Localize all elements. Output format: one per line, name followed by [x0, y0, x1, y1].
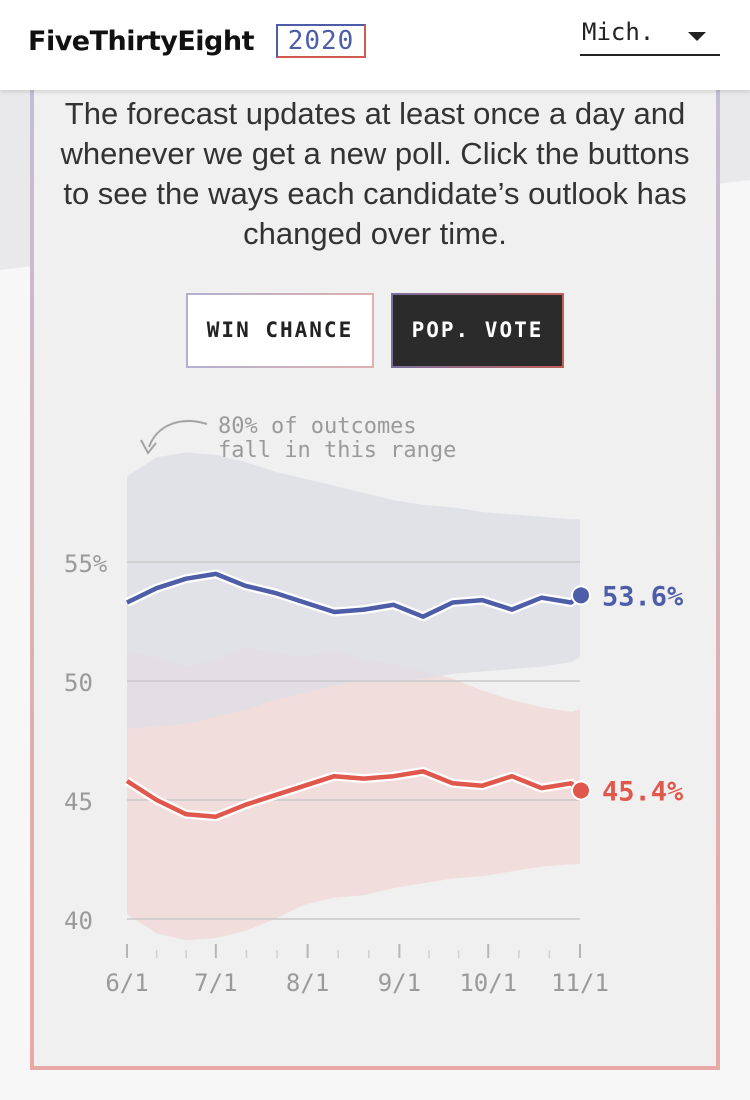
y-axis-ticks: 55% 50 45 40 — [64, 550, 108, 935]
trump-line — [125, 769, 582, 819]
trump-end-dot — [571, 780, 591, 801]
y-tick-label: 40 — [64, 907, 93, 935]
intro-text: The forecast updates at least once a day… — [60, 96, 690, 251]
y-tick-label: 45 — [64, 788, 93, 816]
x-tick-label: 6/1 — [105, 969, 148, 997]
y-tick-label: 50 — [64, 669, 93, 697]
uncertainty-bands — [127, 452, 580, 941]
biden-final-value: 53.6% — [602, 581, 684, 612]
x-tick-label: 11/1 — [551, 969, 609, 997]
annotation-line-2: fall in this range — [218, 438, 456, 463]
pop-vote-button[interactable]: POP. VOTE — [391, 293, 564, 368]
annotation-arrowhead — [140, 439, 157, 455]
y-tick-label: 55% — [64, 550, 108, 578]
year-badge: 2020 — [276, 24, 366, 58]
brand-logo[interactable]: FiveThirtyEight — [28, 26, 254, 57]
top-navigation-bar: FiveThirtyEight 2020 Mich. — [0, 0, 750, 90]
x-tick-label: 10/1 — [459, 969, 517, 997]
state-dropdown-value: Mich. — [582, 18, 655, 46]
annotation-arrow — [148, 420, 208, 448]
biden-range-band — [127, 452, 580, 729]
gridlines — [127, 561, 580, 920]
biden-line — [126, 571, 582, 619]
x-tick-label: 9/1 — [378, 969, 421, 997]
annotation-line-1: 80% of outcomes — [218, 414, 417, 439]
win-chance-button[interactable]: WIN CHANCE — [186, 293, 374, 368]
x-tick-label: 7/1 — [194, 969, 237, 997]
x-axis-ticks: 6/1 7/1 8/1 9/1 10/1 11/1 — [105, 944, 609, 997]
chevron-down-icon — [688, 32, 706, 41]
end-labels: 53.6% 45.4% — [571, 581, 684, 807]
trump-final-value: 45.4% — [602, 776, 684, 807]
x-tick-label: 8/1 — [286, 969, 329, 997]
trump-range-band — [127, 647, 580, 941]
state-dropdown[interactable]: Mich. — [580, 16, 720, 56]
series-lines — [124, 569, 583, 822]
biden-end-dot — [571, 585, 591, 606]
